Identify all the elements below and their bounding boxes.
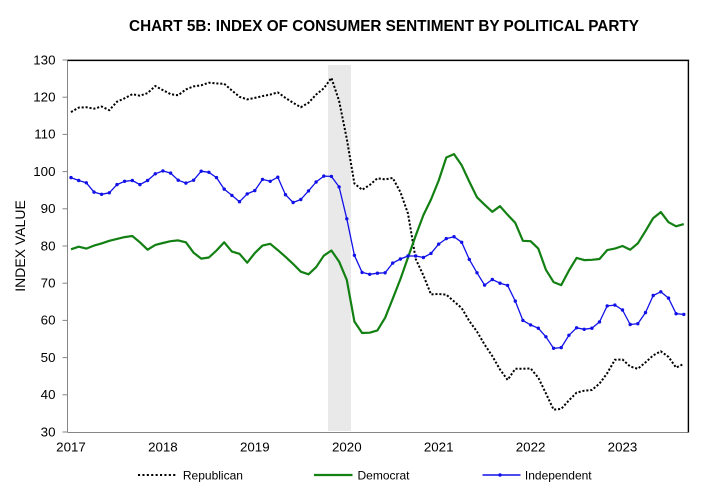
svg-text:70: 70 — [41, 276, 56, 291]
svg-text:120: 120 — [33, 90, 55, 105]
svg-text:50: 50 — [41, 350, 56, 365]
svg-text:Independent: Independent — [525, 469, 592, 483]
svg-text:40: 40 — [41, 387, 56, 402]
svg-text:2023: 2023 — [608, 440, 638, 455]
svg-text:2017: 2017 — [56, 440, 86, 455]
svg-text:2018: 2018 — [148, 440, 178, 455]
svg-text:CHART 5B: INDEX OF CONSUMER SE: CHART 5B: INDEX OF CONSUMER SENTIMENT BY… — [129, 18, 639, 35]
svg-text:110: 110 — [34, 127, 55, 142]
svg-text:90: 90 — [41, 201, 56, 216]
svg-text:2021: 2021 — [424, 440, 454, 455]
svg-text:100: 100 — [33, 164, 55, 179]
svg-text:60: 60 — [41, 313, 56, 328]
svg-text:Democrat: Democrat — [358, 469, 411, 483]
svg-text:30: 30 — [41, 424, 56, 439]
svg-text:130: 130 — [33, 52, 55, 67]
svg-text:80: 80 — [41, 238, 56, 253]
svg-text:2020: 2020 — [332, 440, 362, 455]
svg-text:Republican: Republican — [183, 469, 243, 483]
svg-text:2019: 2019 — [240, 440, 270, 455]
svg-text:INDEX VALUE: INDEX VALUE — [12, 200, 28, 292]
svg-text:2022: 2022 — [516, 440, 546, 455]
